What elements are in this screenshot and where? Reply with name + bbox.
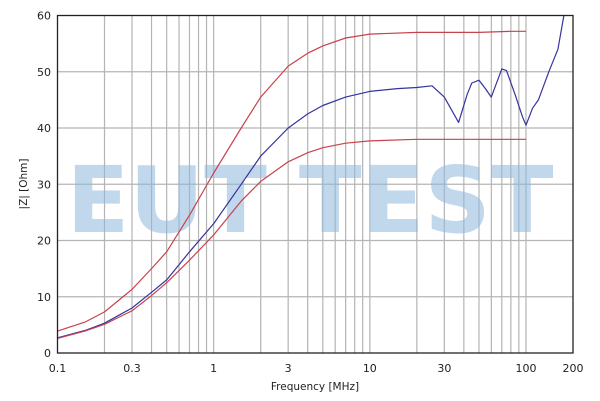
x-axis-label: Frequency [MHz] [271,381,359,393]
y-tick-label: 0 [44,347,51,360]
series-group [57,15,565,339]
y-tick-label: 10 [37,291,51,304]
y-tick-label: 40 [37,122,51,135]
y-tick-label: 50 [37,66,51,79]
x-tick-label: 10 [363,362,377,375]
y-tick-label: 60 [37,10,51,23]
y-tick-labels: 0 10 20 30 40 50 60 [37,10,51,361]
x-tick-labels: 0.1 0.3 1 3 10 30 100 200 [49,362,584,375]
watermark: EUT TEST [67,147,554,254]
x-tick-label: 100 [515,362,536,375]
series-line-2 [57,138,526,339]
y-tick-label: 20 [37,235,51,248]
y-axis-label: |Z| [Ohm] [18,159,30,210]
grid [57,15,573,353]
series-line-1 [57,15,565,339]
x-tick-label: 200 [563,362,584,375]
x-tick-label: 3 [285,362,292,375]
y-tick-label: 30 [37,178,51,191]
x-tick-label: 0.3 [123,362,141,375]
x-tick-label: 1 [210,362,217,375]
x-tick-label: 30 [437,362,451,375]
plot-frame [56,14,574,354]
x-tick-label: 0.1 [49,362,67,375]
series-line-0 [57,30,526,332]
